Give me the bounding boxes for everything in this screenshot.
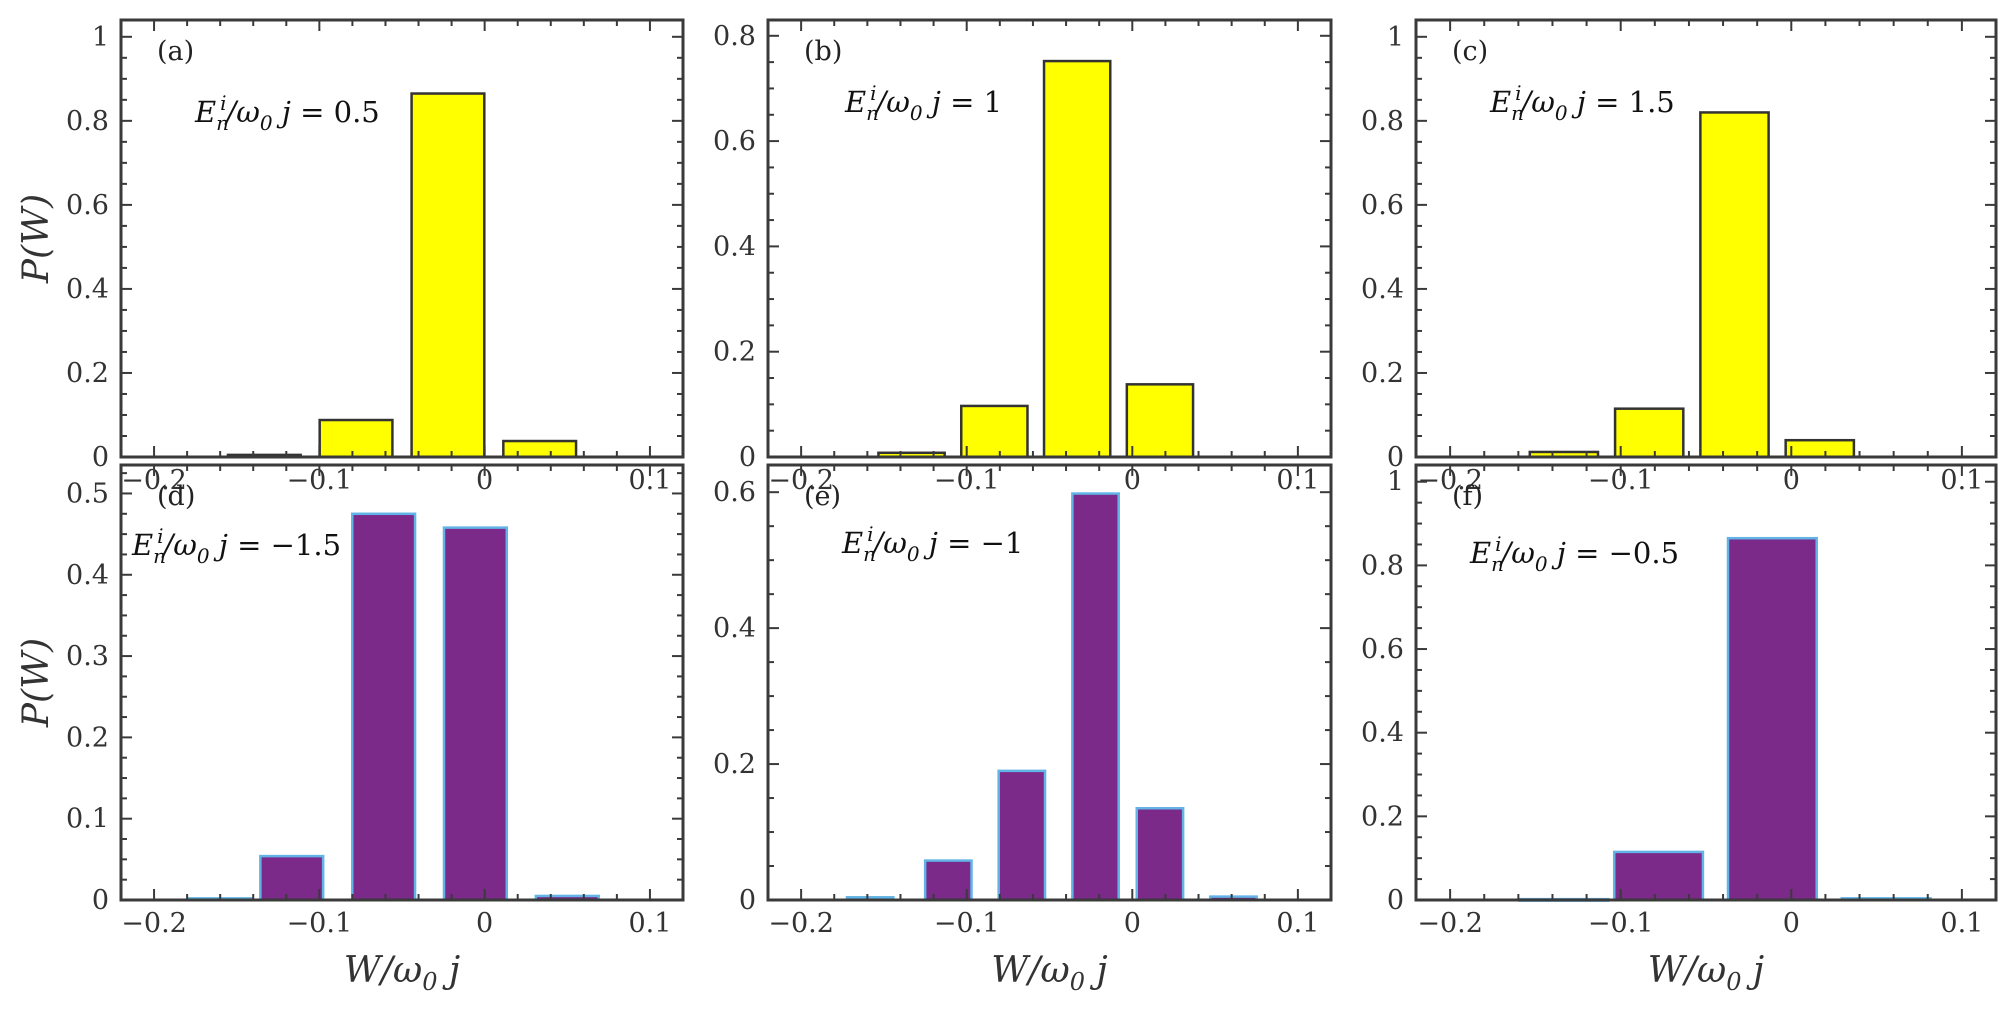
panel-a-xtick-label: 0 [476, 465, 493, 496]
panel-e-xlabel: W/ω0 j [991, 950, 1107, 996]
panel-f-xlabel: W/ω0 j [1648, 950, 1764, 996]
panel-c-ytick-label: 0 [1387, 442, 1404, 473]
panel-a-bar [318, 418, 394, 459]
panel-e-xtick-label: −0.2 [768, 908, 834, 939]
panel-d-xtick-label: 0 [476, 908, 493, 939]
panel-a-ytick-label: 0.4 [66, 274, 109, 305]
panel-c-bar [1613, 407, 1685, 459]
panel-b-ytick-label: 0.2 [713, 337, 756, 368]
panel-e-xtick-label: 0 [1124, 908, 1141, 939]
panel-d-bar [442, 526, 509, 902]
panel-d-xlabel: W/ω0 j [344, 950, 460, 996]
panel-e: −0.2 −0.1 0 0.1 0 0.2 0.4 0.6 (e)Eni/ω0 j = −1 W/… [713, 463, 1333, 996]
panel-c: −0.2 −0.1 0 0.100.20.40.60.81 (c)Eni/ω0 j = … [1361, 18, 1998, 496]
panel-f-ytick-label: 0 [1387, 885, 1404, 916]
panel-c-bar [1699, 111, 1770, 459]
panel-b-ytick-label: 0.4 [713, 231, 756, 262]
panel-f-xtick-label: 0.1 [1940, 908, 1983, 939]
panel-e-bar [1071, 492, 1120, 902]
panel-f-ytick-label: 1 [1387, 467, 1404, 498]
panel-a-bar [502, 439, 578, 459]
panel-c-xtick-label: 0 [1783, 465, 1800, 496]
panel-a-ytick-label: 1 [92, 22, 109, 53]
panel-a-ylabel: P(W) [16, 194, 57, 284]
panel-d-xtick-label: −0.2 [121, 908, 187, 939]
panel-b-bar [1125, 383, 1195, 459]
panel-a-ytick-label: 0.6 [66, 190, 109, 221]
panel-a-ytick-label: 0.2 [66, 358, 109, 389]
panel-c-label: (c) [1452, 36, 1488, 67]
panel-d-ylabel: P(W) [16, 638, 57, 728]
panel-a-bar [410, 92, 486, 459]
panel-b-xtick-label: 0 [1124, 465, 1141, 496]
panel-f-ytick-label: 0.6 [1361, 634, 1404, 665]
panel-e-xtick-label: −0.1 [934, 908, 1000, 939]
panel-a-label: (a) [157, 36, 194, 67]
panel-e-ytick-label: 0 [739, 885, 756, 916]
panel-d-axes-frame [119, 463, 685, 902]
panel-c-ytick-label: 0.4 [1361, 274, 1404, 305]
panel-f-bar [1726, 536, 1818, 902]
panel-d-ytick-label: 0 [92, 885, 109, 916]
panel-d: −0.2 −0.1 0 0.1 0 0.1 0.2 0.3 0.4 0.5 (d) Eni/ω0 j … [16, 463, 685, 996]
panel-f-ytick-label: 0.4 [1361, 718, 1404, 749]
panel-d-xtick-label: −0.1 [287, 908, 353, 939]
panel-b-axes-frame [766, 18, 1333, 459]
panel-b-label: (b) [804, 36, 842, 67]
panel-c-ytick-label: 0.2 [1361, 358, 1404, 389]
panel-f-ytick-label: 0.2 [1361, 801, 1404, 832]
panel-a-ytick-label: 0.8 [66, 106, 109, 137]
panel-e-xtick-label: 0.1 [1276, 908, 1319, 939]
panel-b-ytick-label: 0.6 [713, 126, 756, 157]
panel-e-axes-frame [766, 463, 1333, 902]
panel-f-annotation: Eni/ω0 j = −0.5 [1469, 532, 1679, 576]
panel-b-bar [1042, 59, 1112, 459]
panel-d-ytick-label: 0.4 [66, 560, 109, 591]
panel-a-annotation: Eni/ω0 j = 0.5 [194, 91, 380, 135]
panel-d-ytick-label: 0.2 [66, 722, 109, 753]
panel-f-label: (f) [1452, 481, 1483, 512]
panel-a-ytick-label: 0 [92, 442, 109, 473]
panel-e-ytick-label: 0.4 [713, 613, 756, 644]
panel-d-bar [350, 512, 417, 902]
panel-c-ytick-label: 0.6 [1361, 190, 1404, 221]
panel-d-xtick-label: 0.1 [628, 908, 671, 939]
panel-e-ytick-label: 0.6 [713, 477, 756, 508]
panel-f-ytick-label: 0.8 [1361, 550, 1404, 581]
panel-f-xtick-label: 0 [1783, 908, 1800, 939]
panel-c-annotation: Eni/ω0 j = 1.5 [1489, 81, 1675, 125]
panel-e-annotation: Eni/ω0 j = −1 [841, 522, 1023, 566]
panel-c-bar [1784, 438, 1856, 459]
panel-d-annotation: Eni/ω0 j = −1.5 [131, 524, 341, 568]
panel-b-annotation: Eni/ω0 j = 1 [844, 81, 1002, 125]
panel-d-label: (d) [157, 481, 195, 512]
panel-c-ytick-label: 0.8 [1361, 106, 1404, 137]
panel-c-ytick-label: 1 [1387, 22, 1404, 53]
panel-d-ytick-label: 0.5 [66, 478, 109, 509]
panel-f: −0.2 −0.1 0 0.1 0 0.2 0.4 0.6 0.8 1 (f) Eni/ω0 j = … [1361, 463, 1998, 996]
panel-e-label: (e) [804, 481, 841, 512]
panel-f-xtick-label: −0.1 [1588, 908, 1654, 939]
panel-d-bar [259, 854, 325, 902]
panel-e-bar [997, 769, 1047, 902]
panel-b: −0.2 −0.1 0 0.100.20.40.60.8 (b)Eni/ω0 j = 1 [713, 18, 1333, 496]
panel-f-xtick-label: −0.2 [1417, 908, 1483, 939]
panel-f-bar [1612, 850, 1705, 902]
panel-a-axes-frame [119, 18, 685, 459]
panel-b-bar [959, 404, 1029, 459]
panel-d-ytick-label: 0.1 [66, 804, 109, 835]
panel-c-axes-frame [1414, 18, 1998, 459]
panel-b-ytick-label: 0 [739, 442, 756, 473]
panel-e-ytick-label: 0.2 [713, 749, 756, 780]
panel-a: −0.2 −0.1 0 0.100.20.40.60.81 (a)Eni/ω0 j = … [16, 18, 685, 496]
panel-e-bar [923, 859, 973, 902]
panel-f-axes-frame [1414, 463, 1998, 902]
panel-d-ytick-label: 0.3 [66, 641, 109, 672]
panel-b-ytick-label: 0.8 [713, 21, 756, 52]
panel-e-bar [1135, 806, 1185, 902]
